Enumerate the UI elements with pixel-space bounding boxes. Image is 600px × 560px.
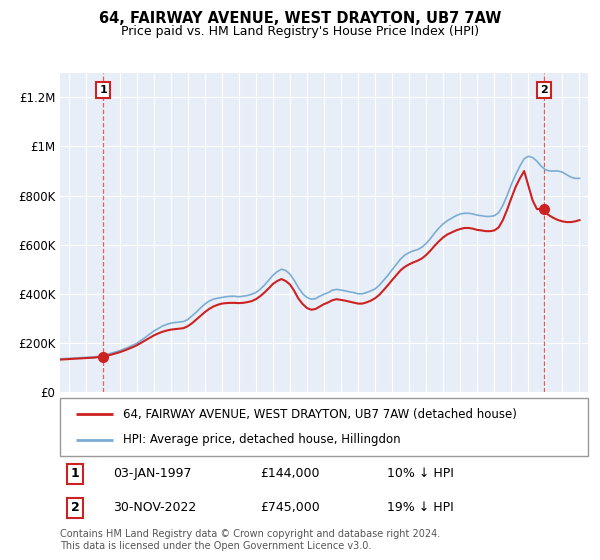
Text: 03-JAN-1997: 03-JAN-1997 bbox=[113, 468, 191, 480]
Text: 19% ↓ HPI: 19% ↓ HPI bbox=[388, 501, 454, 514]
Text: 1: 1 bbox=[71, 468, 79, 480]
Text: 1: 1 bbox=[100, 85, 107, 95]
Text: 64, FAIRWAY AVENUE, WEST DRAYTON, UB7 7AW: 64, FAIRWAY AVENUE, WEST DRAYTON, UB7 7A… bbox=[99, 11, 501, 26]
Text: £745,000: £745,000 bbox=[260, 501, 320, 514]
Text: 30-NOV-2022: 30-NOV-2022 bbox=[113, 501, 196, 514]
Text: 2: 2 bbox=[540, 85, 548, 95]
Text: 64, FAIRWAY AVENUE, WEST DRAYTON, UB7 7AW (detached house): 64, FAIRWAY AVENUE, WEST DRAYTON, UB7 7A… bbox=[124, 408, 517, 421]
Text: £144,000: £144,000 bbox=[260, 468, 320, 480]
Text: 10% ↓ HPI: 10% ↓ HPI bbox=[388, 468, 454, 480]
Text: Contains HM Land Registry data © Crown copyright and database right 2024.
This d: Contains HM Land Registry data © Crown c… bbox=[60, 529, 440, 551]
Text: HPI: Average price, detached house, Hillingdon: HPI: Average price, detached house, Hill… bbox=[124, 433, 401, 446]
Text: Price paid vs. HM Land Registry's House Price Index (HPI): Price paid vs. HM Land Registry's House … bbox=[121, 25, 479, 38]
Text: 2: 2 bbox=[71, 501, 79, 514]
